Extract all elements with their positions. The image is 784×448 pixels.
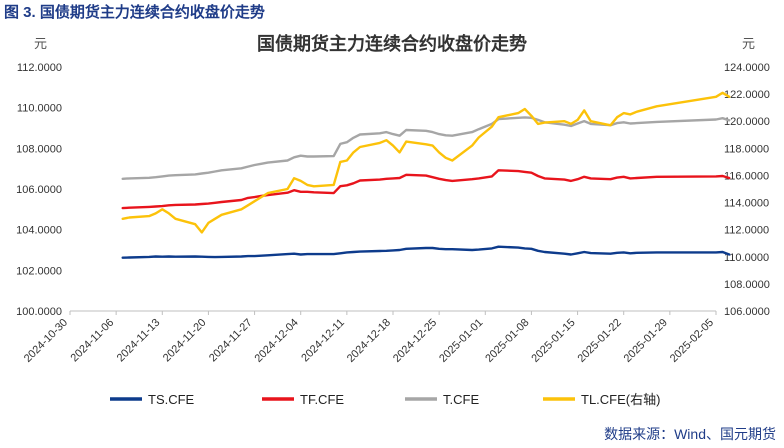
figure-caption: 图 3. 国债期货主力连续合约收盘价走势 bbox=[4, 4, 265, 21]
x-tick-label: 2024-12-25 bbox=[391, 317, 439, 365]
x-tick-label: 2025-02-05 bbox=[668, 317, 716, 365]
left-tick-label: 102.0000 bbox=[16, 265, 62, 277]
x-tick-label: 2024-10-30 bbox=[22, 317, 70, 365]
right-tick-label: 110.0000 bbox=[724, 252, 769, 264]
left-tick-label: 100.0000 bbox=[16, 306, 62, 318]
series-line-t-cfe bbox=[121, 116, 731, 181]
left-tick-label: 110.0000 bbox=[17, 103, 62, 115]
x-tick-label: 2024-11-13 bbox=[115, 317, 163, 365]
x-tick-label: 2024-12-11 bbox=[299, 317, 347, 365]
right-tick-label: 124.0000 bbox=[724, 62, 770, 74]
x-tick-label: 2025-01-08 bbox=[483, 317, 531, 365]
right-tick-label: 120.0000 bbox=[724, 116, 770, 128]
legend: TS.CFE TF.CFE T.CFE TL.CFE(右轴) bbox=[110, 392, 660, 407]
right-tick-label: 114.0000 bbox=[724, 198, 769, 210]
x-tick-label: 2025-01-22 bbox=[576, 317, 624, 365]
legend-label: TF.CFE bbox=[300, 392, 344, 407]
x-tick-label: 2025-01-01 bbox=[437, 317, 485, 365]
x-tick-label: 2024-11-27 bbox=[207, 317, 255, 365]
x-tick-label: 2025-01-15 bbox=[529, 317, 577, 365]
right-axis: 106.0000 108.0000 110.0000 112.0000 114.0000… bbox=[724, 62, 770, 318]
x-tick-label: 2024-11-06 bbox=[69, 317, 117, 365]
chart-title: 国债期货主力连续合约收盘价走势 bbox=[257, 33, 527, 54]
series-line-tf-cfe bbox=[121, 169, 731, 210]
right-tick-label: 118.0000 bbox=[724, 143, 769, 155]
x-tick-label: 2025-01-29 bbox=[622, 317, 670, 365]
legend-label: TS.CFE bbox=[148, 392, 195, 407]
left-tick-label: 108.0000 bbox=[16, 143, 62, 155]
x-tick-label: 2024-11-20 bbox=[161, 317, 209, 365]
left-unit-label: 元 bbox=[34, 36, 47, 51]
legend-label: T.CFE bbox=[443, 392, 479, 407]
series-line-ts-cfe bbox=[121, 245, 731, 259]
left-axis: 100.0000 102.0000 104.0000 106.0000 108.0000… bbox=[16, 62, 62, 318]
right-tick-label: 106.0000 bbox=[724, 306, 770, 318]
left-tick-label: 112.0000 bbox=[17, 62, 62, 74]
left-tick-label: 106.0000 bbox=[16, 184, 62, 196]
right-tick-label: 116.0000 bbox=[724, 170, 769, 182]
right-unit-label: 元 bbox=[742, 36, 755, 51]
right-tick-label: 112.0000 bbox=[724, 225, 769, 237]
legend-label: TL.CFE(右轴) bbox=[581, 392, 660, 407]
x-tick-label: 2024-12-04 bbox=[253, 317, 301, 365]
series-line-tl-cfe bbox=[121, 91, 731, 234]
right-tick-label: 122.0000 bbox=[724, 89, 770, 101]
right-tick-label: 108.0000 bbox=[724, 279, 770, 291]
x-axis: 2024-10-302024-11-062024-11-132024-11-20… bbox=[22, 311, 717, 365]
left-tick-label: 104.0000 bbox=[16, 225, 62, 237]
x-tick-label: 2024-12-18 bbox=[345, 317, 393, 365]
series-lines bbox=[121, 91, 731, 259]
source-note: 数据来源：Wind、国元期货 bbox=[604, 426, 776, 442]
